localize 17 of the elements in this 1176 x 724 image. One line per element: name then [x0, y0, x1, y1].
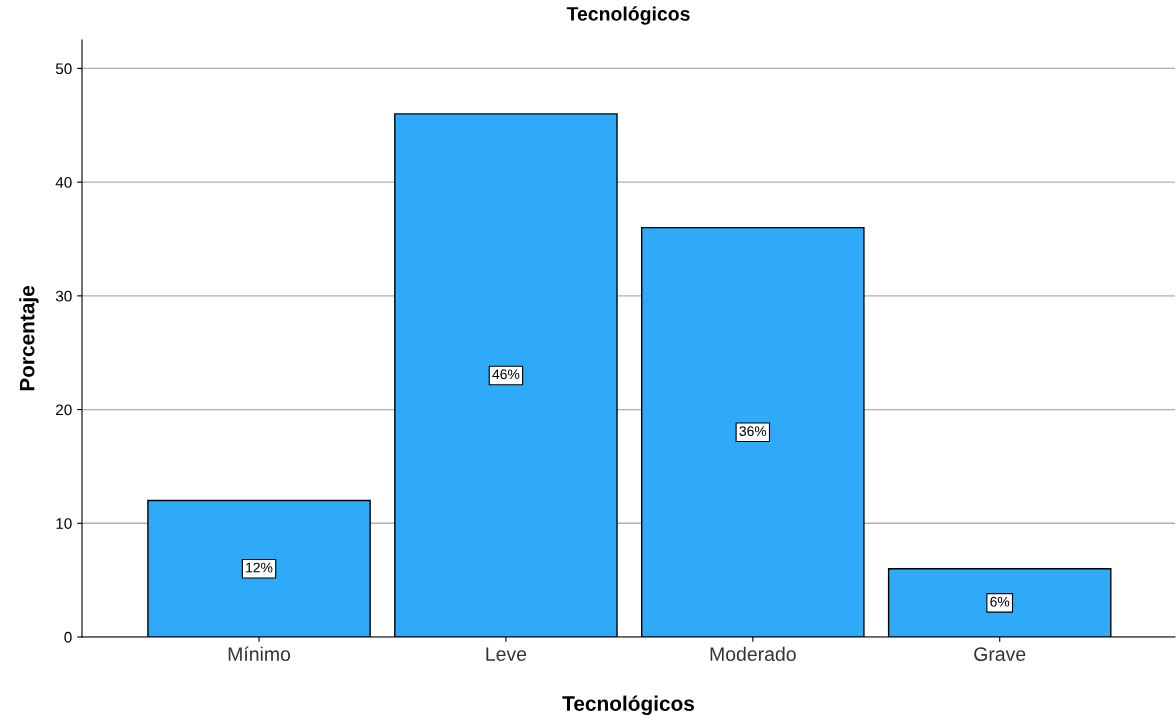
- y-tick-label: 0: [64, 631, 72, 643]
- y-axis-title: Porcentaje: [19, 285, 39, 391]
- y-tick-label: 10: [56, 518, 72, 529]
- y-tick-label: 50: [55, 63, 72, 75]
- chart-title: Tecnológicos: [566, 6, 690, 25]
- data-label: 36%: [739, 426, 767, 437]
- y-tick-label: 40: [55, 177, 72, 188]
- x-tick-label: Grave: [974, 647, 1026, 661]
- x-axis-title: Tecnológicos: [562, 695, 695, 716]
- y-tick-label: 20: [56, 404, 72, 416]
- data-label: 46%: [492, 369, 520, 380]
- x-tick-label: Moderado: [710, 646, 796, 661]
- x-tick-label: Mínimo: [228, 646, 291, 661]
- data-label: 12%: [246, 562, 273, 573]
- y-tick-label: 30: [55, 290, 72, 302]
- x-tick-label: Leve: [486, 647, 527, 661]
- data-label: 6%: [990, 596, 1010, 607]
